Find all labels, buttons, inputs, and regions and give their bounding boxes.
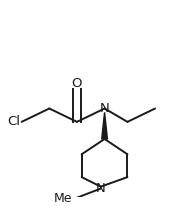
Polygon shape xyxy=(102,112,108,139)
Text: Cl: Cl xyxy=(8,115,21,128)
Text: N: N xyxy=(100,102,109,115)
Text: Me: Me xyxy=(54,192,72,205)
Text: N: N xyxy=(96,182,106,195)
Text: O: O xyxy=(72,77,82,90)
